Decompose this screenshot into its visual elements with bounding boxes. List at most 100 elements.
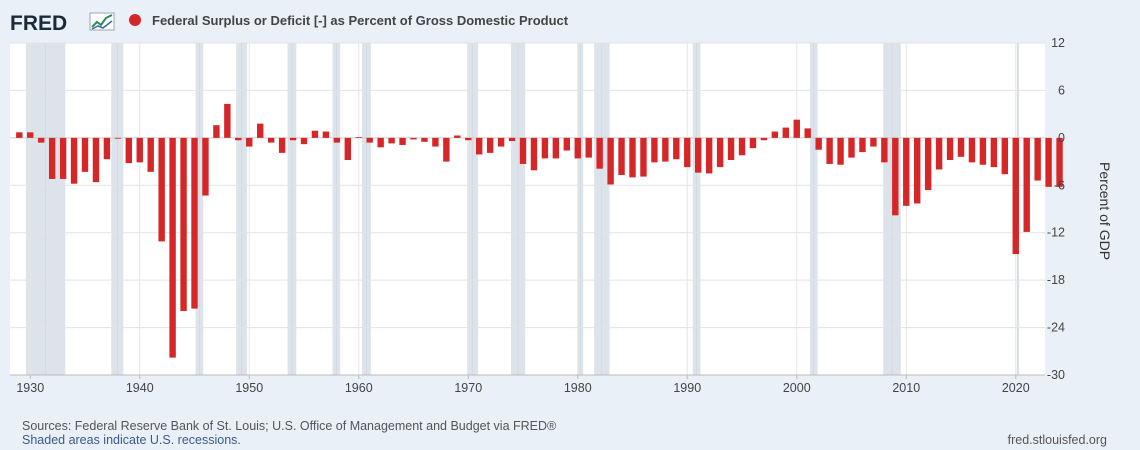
bar-2008[interactable] <box>881 137 888 163</box>
bar-2018[interactable] <box>990 137 998 168</box>
bar-2023[interactable] <box>1045 137 1052 187</box>
bar-2011[interactable] <box>914 137 921 204</box>
bar-1998[interactable] <box>771 131 779 138</box>
series-title[interactable]: Federal Surplus or Deficit [-] as Percen… <box>152 13 569 28</box>
bar-1956[interactable] <box>311 130 319 138</box>
bar-2020[interactable] <box>1012 137 1019 255</box>
bar-1935[interactable] <box>81 137 89 172</box>
bar-1959[interactable] <box>344 137 352 160</box>
bar-1936[interactable] <box>92 137 100 183</box>
bar-1995[interactable] <box>738 137 746 156</box>
bar-1962[interactable] <box>377 137 384 148</box>
bar-1933[interactable] <box>59 137 67 179</box>
bar-1946[interactable] <box>202 137 209 196</box>
bar-2013[interactable] <box>935 137 943 170</box>
bar-1993[interactable] <box>716 137 724 168</box>
bar-1954[interactable] <box>289 137 297 141</box>
bar-1988[interactable] <box>662 137 669 162</box>
bar-1984[interactable] <box>618 137 625 176</box>
bar-1945[interactable] <box>191 137 198 309</box>
bar-1949[interactable] <box>235 137 242 141</box>
bar-2012[interactable] <box>924 137 932 191</box>
bar-1943[interactable] <box>169 137 176 358</box>
bar-1942[interactable] <box>158 137 165 242</box>
bar-1997[interactable] <box>760 137 768 141</box>
bar-2001[interactable] <box>804 128 811 138</box>
bar-2022[interactable] <box>1034 137 1041 181</box>
bar-1960[interactable] <box>355 137 362 138</box>
bar-1985[interactable] <box>629 137 636 178</box>
bar-1934[interactable] <box>70 137 78 184</box>
bar-2019[interactable] <box>1001 137 1009 175</box>
bar-2016[interactable] <box>968 137 976 163</box>
bar-2002[interactable] <box>815 137 822 150</box>
bar-1951[interactable] <box>257 123 264 138</box>
bar-1947[interactable] <box>213 125 220 138</box>
bar-1972[interactable] <box>486 137 494 153</box>
bar-2000[interactable] <box>793 119 800 138</box>
bar-1970[interactable] <box>465 137 472 141</box>
fred-logo[interactable]: FRED <box>10 12 115 35</box>
bar-1958[interactable] <box>333 137 341 143</box>
bar-1973[interactable] <box>497 137 505 147</box>
bar-1929[interactable] <box>16 132 23 138</box>
bar-2009[interactable] <box>892 137 899 216</box>
bar-1971[interactable] <box>476 137 483 155</box>
bar-1981[interactable] <box>585 137 592 158</box>
bar-1963[interactable] <box>388 137 395 144</box>
bar-1957[interactable] <box>322 131 330 138</box>
bar-1996[interactable] <box>749 137 757 149</box>
bar-1987[interactable] <box>651 137 658 163</box>
bar-2006[interactable] <box>859 137 866 153</box>
bar-1965[interactable] <box>410 137 417 140</box>
bar-1969[interactable] <box>454 135 461 138</box>
bar-2021[interactable] <box>1023 137 1030 232</box>
bar-1982[interactable] <box>596 137 603 169</box>
x-tick-label: 1960 <box>345 381 373 395</box>
bar-1941[interactable] <box>147 137 154 172</box>
bar-1979[interactable] <box>563 137 571 151</box>
bar-1989[interactable] <box>673 137 680 160</box>
bar-1986[interactable] <box>640 137 647 177</box>
bar-2014[interactable] <box>946 137 954 160</box>
bar-2003[interactable] <box>826 137 833 164</box>
bar-1976[interactable] <box>530 137 538 171</box>
bar-1994[interactable] <box>727 137 735 160</box>
bar-1955[interactable] <box>300 137 308 145</box>
bar-2024[interactable] <box>1056 137 1063 187</box>
bar-1999[interactable] <box>782 127 790 138</box>
bar-2007[interactable] <box>870 137 877 147</box>
bar-1948[interactable] <box>224 103 231 138</box>
bar-1990[interactable] <box>684 137 691 168</box>
bar-2010[interactable] <box>903 137 910 206</box>
bar-1952[interactable] <box>267 137 275 143</box>
bar-1931[interactable] <box>38 137 45 143</box>
bar-1980[interactable] <box>574 137 581 159</box>
bar-2017[interactable] <box>979 137 987 165</box>
bar-1932[interactable] <box>48 137 56 179</box>
bar-1964[interactable] <box>399 137 406 145</box>
bar-1937[interactable] <box>103 137 111 160</box>
bar-1977[interactable] <box>541 137 549 159</box>
bar-1968[interactable] <box>443 137 450 162</box>
bar-1940[interactable] <box>136 137 143 163</box>
site-link[interactable]: fred.stlouisfed.org <box>1007 433 1107 447</box>
bar-1950[interactable] <box>246 137 253 147</box>
bar-2015[interactable] <box>957 137 965 157</box>
bar-1978[interactable] <box>552 137 560 159</box>
bar-1983[interactable] <box>607 137 614 185</box>
bar-1939[interactable] <box>125 137 133 164</box>
bar-1975[interactable] <box>519 137 527 164</box>
bar-1938[interactable] <box>114 137 122 139</box>
bar-1992[interactable] <box>705 137 713 174</box>
bar-1974[interactable] <box>508 137 516 142</box>
bar-2005[interactable] <box>848 137 855 158</box>
bar-1991[interactable] <box>695 137 702 173</box>
bar-1930[interactable] <box>27 132 34 138</box>
bar-1966[interactable] <box>421 137 428 142</box>
bar-1944[interactable] <box>180 137 187 311</box>
bar-1953[interactable] <box>278 137 286 153</box>
bar-1961[interactable] <box>366 137 373 143</box>
bar-1967[interactable] <box>432 137 439 147</box>
bar-2004[interactable] <box>837 137 844 165</box>
